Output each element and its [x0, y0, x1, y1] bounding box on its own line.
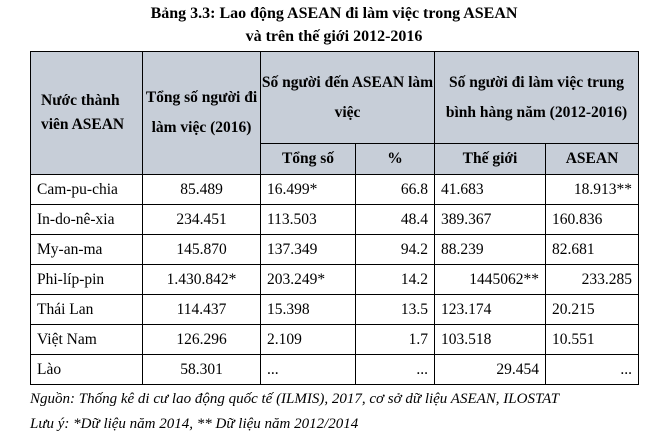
- cell-pct: 66.8: [355, 174, 435, 205]
- header-annual-avg: Số người đi làm việc trung bình hàng năm…: [433, 51, 640, 144]
- cell-world: 123.174: [434, 294, 546, 325]
- header-total-workers: Tổng số người đi làm việc (2016): [142, 51, 261, 175]
- table-row: Cam-pu-chia 85.489 16.499* 66.8 41.683 1…: [30, 174, 640, 205]
- cell-world: 389.367: [434, 204, 546, 235]
- table-row: My-an-ma 145.870 137.349 94.2 88.239 82.…: [30, 234, 640, 265]
- table-row: Thái Lan 114.437 15.398 13.5 123.174 20.…: [30, 294, 640, 325]
- legend-note: Lưu ý: *Dữ liệu năm 2014, ** Dữ liệu năm…: [30, 416, 359, 432]
- table-row: Phi-líp-pin 1.430.842* 203.249* 14.2 144…: [30, 264, 640, 295]
- cell-pct: 1.7: [355, 324, 435, 355]
- cell-asean: 18.913**: [544, 174, 640, 205]
- cell-asean: 160.836: [544, 204, 640, 235]
- header-to-asean: Số người đến ASEAN làm việc: [260, 51, 435, 144]
- cell-total: 1.430.842*: [142, 264, 261, 295]
- table-row: In-do-nê-xia 234.451 113.503 48.4 389.36…: [30, 204, 640, 235]
- cell-country: My-an-ma: [30, 234, 143, 265]
- cell-pct: 13.5: [355, 294, 435, 325]
- cell-to-asean: 203.249*: [260, 264, 356, 295]
- cell-world: 88.239: [434, 234, 546, 265]
- cell-to-asean: 16.499*: [260, 174, 356, 205]
- cell-country: Việt Nam: [30, 324, 143, 355]
- table-row: Lào 58.301 ... ... 29.454 ...: [30, 354, 640, 385]
- header-to-asean-pct: %: [355, 143, 435, 175]
- cell-to-asean: 137.349: [260, 234, 356, 265]
- source-note: Nguồn: Thống kê di cư lao động quốc tế (…: [30, 391, 560, 407]
- cell-to-asean: 2.109: [260, 324, 356, 355]
- header-to-asean-total: Tổng số: [260, 143, 356, 175]
- cell-asean: 20.215: [544, 294, 640, 325]
- cell-world: 41.683: [434, 174, 546, 205]
- cell-total: 234.451: [142, 204, 261, 235]
- cell-world: 1445062**: [434, 264, 546, 295]
- cell-pct: 94.2: [355, 234, 435, 265]
- cell-to-asean: 15.398: [260, 294, 356, 325]
- header-country: Nước thành viên ASEAN: [30, 51, 143, 175]
- cell-world: 103.518: [434, 324, 546, 355]
- cell-total: 58.301: [142, 354, 261, 385]
- cell-total: 145.870: [142, 234, 261, 265]
- labor-table: Nước thành viên ASEAN Tổng số người đi l…: [30, 51, 640, 385]
- cell-country: Lào: [30, 354, 143, 385]
- cell-pct: 14.2: [355, 264, 435, 295]
- cell-asean: 82.681: [544, 234, 640, 265]
- cell-total: 126.296: [142, 324, 261, 355]
- header-annual-world: Thế giới: [434, 143, 546, 175]
- cell-asean: 233.285: [544, 264, 640, 295]
- cell-total: 85.489: [142, 174, 261, 205]
- cell-to-asean: ...: [260, 354, 356, 385]
- cell-country: In-do-nê-xia: [30, 204, 143, 235]
- cell-country: Phi-líp-pin: [30, 264, 143, 295]
- cell-country: Cam-pu-chia: [30, 174, 143, 205]
- cell-pct: 48.4: [355, 204, 435, 235]
- cell-asean: 10.551: [544, 324, 640, 355]
- cell-country: Thái Lan: [30, 294, 143, 325]
- table-title-line2: và trên thế giới 2012-2016: [245, 28, 423, 45]
- cell-to-asean: 113.503: [260, 204, 356, 235]
- header-annual-asean: ASEAN: [544, 143, 640, 175]
- cell-total: 114.437: [142, 294, 261, 325]
- cell-world: 29.454: [434, 354, 546, 385]
- table-title-line1: Bảng 3.3: Lao động ASEAN đi làm việc tro…: [150, 5, 518, 22]
- cell-asean: ...: [544, 354, 640, 385]
- cell-pct: ...: [355, 354, 435, 385]
- table-row: Việt Nam 126.296 2.109 1.7 103.518 10.55…: [30, 324, 640, 355]
